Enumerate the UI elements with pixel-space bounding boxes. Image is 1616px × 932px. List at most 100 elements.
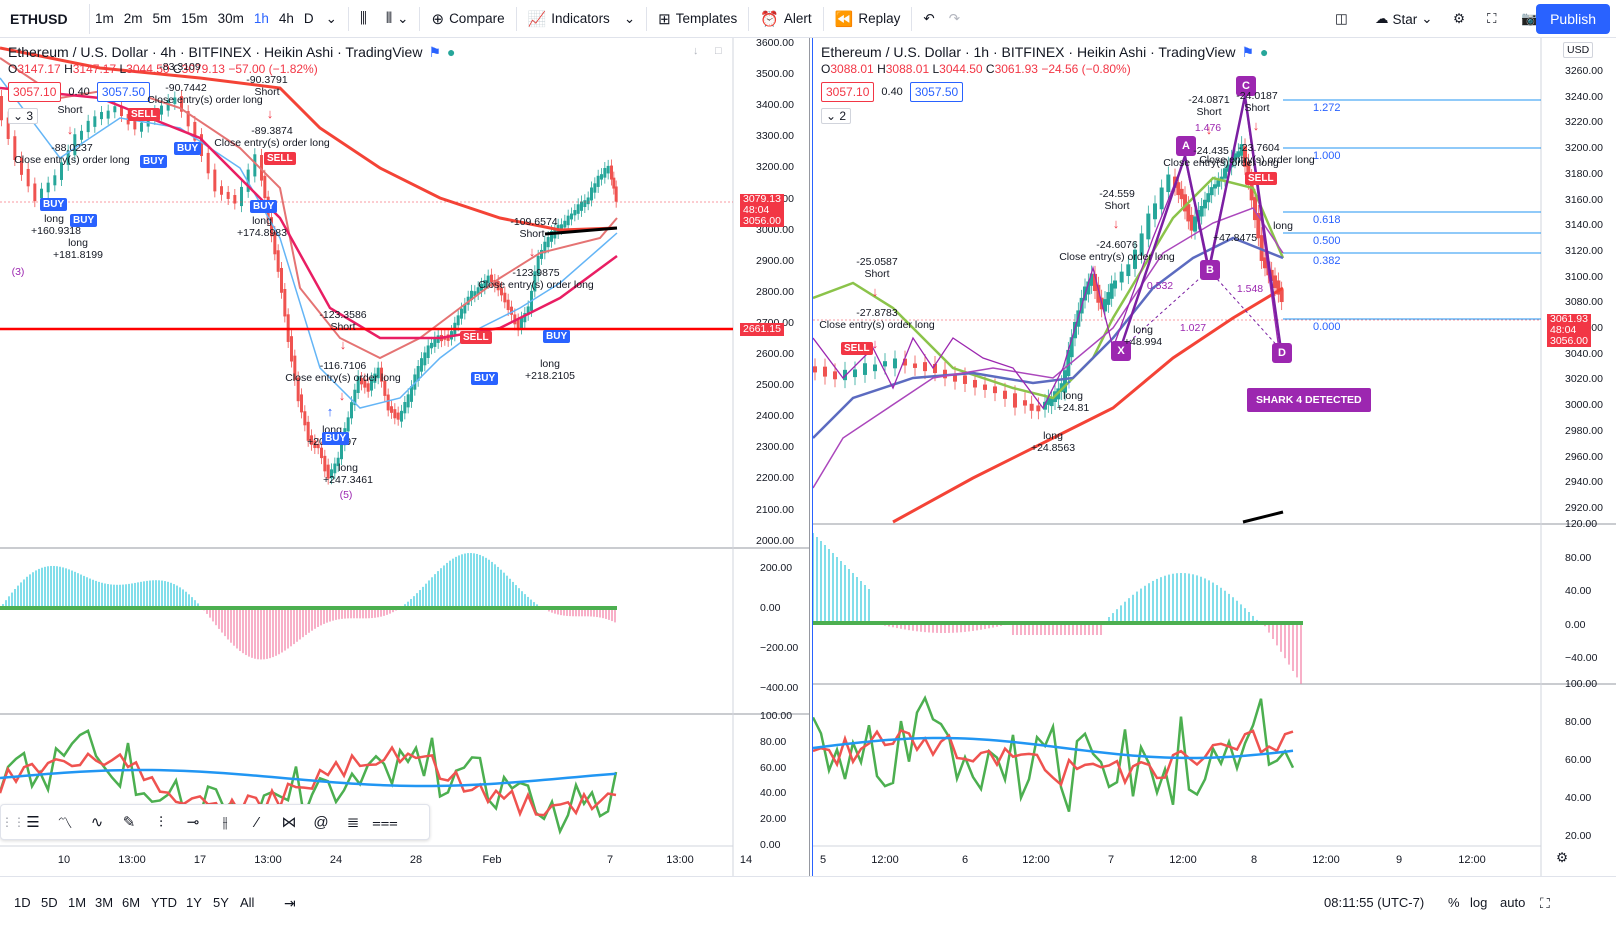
spiral-tool[interactable]: @ <box>305 807 337 837</box>
axis-tick-label: 40.00 <box>760 787 787 800</box>
alert-label: Alert <box>783 11 812 26</box>
right-last-price-tag: 3061.93 48:04 3056.00 <box>1547 314 1591 347</box>
ann-text: -24.6076 <box>1096 239 1138 251</box>
fullscreen-bottom-button[interactable]: ⛶ <box>1540 895 1550 912</box>
text-note-tool[interactable]: ☰ <box>17 807 49 837</box>
toolbar-divider <box>419 6 421 31</box>
ray-tool[interactable]: ⁄ <box>241 807 273 837</box>
axis-tick-label: 80.00 <box>760 735 787 748</box>
right-chart-canvas[interactable] <box>813 38 1616 876</box>
buy-price-button[interactable]: 3057.50 <box>909 82 964 102</box>
bid-price: 3056.00 <box>1550 335 1588 347</box>
range-3M[interactable]: 3M <box>95 895 114 910</box>
candle-body <box>40 188 43 199</box>
left-legend-collapse[interactable]: ⌄ 3 <box>8 108 39 124</box>
gann-tool[interactable]: ⫲ <box>209 807 241 837</box>
clock-timezone[interactable]: 08:11:55 (UTC-7) <box>1324 895 1425 910</box>
buy-price-button[interactable]: 3057.50 <box>96 82 151 102</box>
alert-button[interactable]: ⏰ Alert <box>753 4 818 34</box>
candle-body <box>416 366 420 381</box>
stoch-line-red <box>813 728 1294 787</box>
axis-tick-label: 20.00 <box>1565 830 1592 842</box>
trend-line-tool[interactable]: ✎ <box>113 807 145 837</box>
drag-handle-icon[interactable]: ⋮⋮ <box>1 815 25 829</box>
sell-price-button[interactable]: 3057.10 <box>8 82 62 102</box>
range-YTD[interactable]: YTD <box>151 895 177 910</box>
range-5D[interactable]: 5D <box>41 895 58 910</box>
candle-body <box>813 366 817 373</box>
log-toggle[interactable]: log <box>1470 895 1488 910</box>
horizontal-line-tool[interactable]: ⊸ <box>177 807 209 837</box>
fib-tool[interactable]: ⫶ <box>145 807 177 837</box>
candle-body <box>1066 349 1071 377</box>
interval-15m[interactable]: 15m <box>181 11 208 26</box>
settings-button[interactable]: ⚙ <box>1446 4 1472 34</box>
percent-toggle[interactable]: % <box>1448 895 1460 910</box>
publish-button[interactable]: Publish <box>1536 4 1610 34</box>
watchlist-star-button[interactable]: ☁ Star ⌄ <box>1368 4 1440 34</box>
indicators-dropdown[interactable]: ⌄ <box>617 4 642 34</box>
templates-button[interactable]: ⊞ Templates <box>651 4 744 34</box>
range-All[interactable]: All <box>240 895 255 910</box>
ohlc-bars-icon: ⫴ <box>385 10 393 27</box>
right-chart-pane[interactable]: Ethereum / U.S. Dollar · 1h · BITFINEX ·… <box>812 38 1616 876</box>
candle-body <box>1186 204 1191 222</box>
chart-type-button[interactable]: ⫴ ⌄ <box>379 4 416 34</box>
pane-settings-button[interactable]: ⚙ <box>1549 846 1575 870</box>
ann-text: Short <box>1104 200 1130 212</box>
toolbar-divider <box>911 6 913 31</box>
currency-button[interactable]: USD <box>1563 42 1594 58</box>
snapshot-button[interactable]: 📷 <box>1514 4 1545 34</box>
left-chart-pane[interactable]: Ethereum / U.S. Dollar · 4h · BITFINEX ·… <box>0 38 810 876</box>
interval-dropdown[interactable]: ⌄ <box>319 4 344 34</box>
chart-scroll-icon-button[interactable]: ↓ <box>686 42 706 60</box>
right-legend-collapse[interactable]: ⌄ 2 <box>821 108 852 124</box>
camera-icon: 📷 <box>1521 11 1538 26</box>
axis-tick-label: 100.00 <box>1565 678 1598 690</box>
range-5Y[interactable]: 5Y <box>213 895 229 910</box>
axis-tick-label: 3140.00 <box>1565 219 1603 232</box>
auto-toggle[interactable]: auto <box>1500 895 1526 910</box>
candle-body <box>420 358 423 372</box>
interval-5m[interactable]: 5m <box>152 11 172 26</box>
short-arrow-icon: ↓ <box>1112 216 1120 231</box>
date-range-button[interactable]: ⇥ <box>284 895 296 912</box>
left-legend-title: Ethereum / U.S. Dollar · 4h · BITFINEX ·… <box>8 44 455 61</box>
range-1Y[interactable]: 1Y <box>186 895 202 910</box>
axis-tick-label: 2400.00 <box>756 410 794 423</box>
undo-button[interactable]: ↶ <box>916 4 941 34</box>
range-1D[interactable]: 1D <box>14 895 31 910</box>
redo-button[interactable]: ↷ <box>942 4 967 34</box>
abcd-pattern-tool[interactable]: 〽 <box>49 807 81 837</box>
range-1M[interactable]: 1M <box>68 895 87 910</box>
interval-1h[interactable]: 1h <box>253 11 269 26</box>
candle-body <box>336 457 340 467</box>
interval-2m[interactable]: 2m <box>123 11 143 26</box>
pattern-ratio: 0.532 <box>1146 280 1174 292</box>
lines-icon: ☰ <box>26 814 40 831</box>
right-quote-widget: 3057.10 0.40 3057.50 <box>821 82 964 102</box>
xabcd-tool[interactable]: ⋈ <box>273 807 305 837</box>
bar-style-button[interactable]: ⫼ <box>353 4 379 34</box>
trend-line-black <box>544 226 618 236</box>
measure-tool[interactable]: ⩶ <box>369 807 401 837</box>
interval-30m[interactable]: 30m <box>217 11 244 26</box>
elliott-wave-tool[interactable]: ∿ <box>81 807 113 837</box>
layout-button[interactable]: ◫ <box>1328 4 1355 34</box>
maximize-pane-button[interactable]: □ <box>708 42 729 60</box>
candle-body <box>423 352 427 366</box>
channel-tool[interactable]: ≣ <box>337 807 369 837</box>
right-title-text: Ethereum / U.S. Dollar · 1h · BITFINEX ·… <box>821 44 1236 60</box>
interval-1m[interactable]: 1m <box>95 11 114 26</box>
sell-price-button[interactable]: 3057.10 <box>821 82 875 102</box>
candle-body <box>913 363 917 368</box>
symbol-search[interactable]: ETHUSD <box>2 3 90 34</box>
range-6M[interactable]: 6M <box>122 895 141 910</box>
interval-4h[interactable]: 4h <box>278 11 294 26</box>
fullscreen-button[interactable]: ⛶ <box>1480 4 1503 34</box>
interval-D[interactable]: D <box>303 11 314 26</box>
replay-button[interactable]: ⏪ Replay <box>828 4 908 34</box>
candle-body <box>500 287 503 296</box>
compare-button[interactable]: ⊕ Compare <box>424 4 511 34</box>
indicators-button[interactable]: 📈 Indicators <box>521 4 617 34</box>
